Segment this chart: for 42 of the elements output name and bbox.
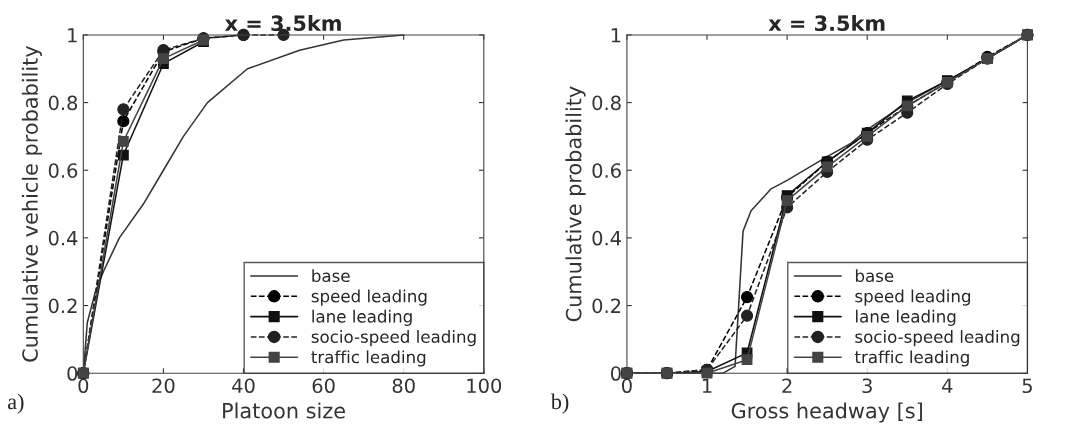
x-tick-label: 5	[1022, 378, 1032, 394]
y-tick-label: 1	[611, 28, 621, 43]
legend-label: lane leading	[312, 309, 412, 326]
y-tick-label: 0.4	[592, 230, 621, 246]
y-tick-label: 0.6	[48, 163, 78, 178]
y-tick-label: 0.4	[48, 230, 78, 246]
y-tick-label: 0.8	[592, 95, 621, 111]
y-axis-title: Cumulative probability	[565, 86, 586, 322]
x-tick-label: 0	[622, 378, 632, 394]
text: a)	[7, 393, 24, 414]
x-axis-title: Gross headway [s]	[731, 402, 922, 423]
x-tick-label: 60	[312, 378, 335, 394]
x-tick-label: 100	[467, 378, 502, 394]
y-tick-label: 0.6	[592, 163, 621, 178]
legend-label: base	[312, 269, 350, 283]
y-tick-label: 0.2	[592, 298, 621, 314]
legend-label: lane leading	[856, 309, 956, 326]
legend-label: speed leading	[311, 289, 427, 306]
y-tick-label: 0	[610, 366, 621, 381]
legend-label: traffic leading	[854, 350, 969, 367]
legend-label: base	[855, 269, 894, 283]
chart-title: x = 3.5km	[224, 14, 341, 32]
x-axis-title: Platoon size	[223, 402, 345, 419]
x-tick-label: 0	[78, 378, 89, 394]
x-tick-label: 2	[782, 378, 792, 393]
x-tick-label: 1	[702, 378, 712, 393]
y-axis-title: Cumulative vehicle probability	[21, 45, 42, 362]
y-tick-label: 1	[68, 28, 77, 43]
x-tick-label: 40	[232, 378, 255, 394]
x-tick-label: 3	[862, 378, 872, 394]
x-tick-label: 20	[152, 378, 175, 394]
text: b)	[550, 393, 569, 414]
legend-label: socio-speed leading	[855, 330, 1020, 347]
y-tick-label: 0.8	[48, 95, 78, 111]
x-tick-label: 80	[392, 378, 415, 394]
chart-title: x = 3.5km	[768, 14, 885, 32]
legend-label: traffic leading	[311, 350, 426, 367]
legend-label: socio-speed leading	[311, 330, 476, 347]
y-tick-label: 0.2	[48, 298, 77, 314]
y-tick-label: 0	[67, 366, 78, 381]
x-tick-label: 4	[942, 378, 953, 393]
legend-label: speed leading	[855, 289, 971, 306]
